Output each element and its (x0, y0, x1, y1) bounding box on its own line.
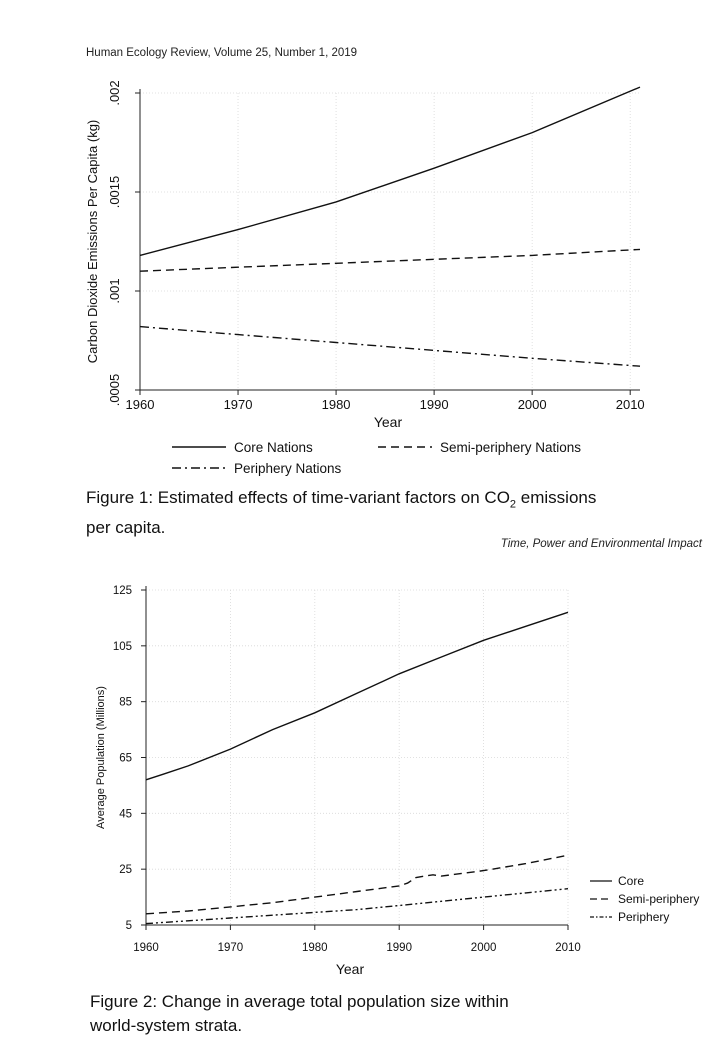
chart2-series-semi-periphery (145, 854, 569, 915)
chart2-x-tick-label: 1970 (218, 942, 244, 954)
chart2-y-tick-label: 125 (113, 585, 132, 597)
caption2-line2: world-system strata. (90, 1016, 243, 1035)
chart2-y-tick-label: 25 (119, 864, 132, 876)
chart1-series-periphery-nations (139, 325, 641, 367)
chart1-series-core-nations (139, 86, 641, 257)
chart1-y-axis-label: Carbon Dioxide Emissions Per Capita (kg) (85, 120, 100, 363)
chart1-y-tick-label: .0005 (107, 374, 122, 407)
chart2-legend-label: Periphery (618, 910, 669, 924)
chart1-x-tick-label: 2010 (616, 397, 645, 412)
chart1-x-tick-label: 1980 (322, 397, 351, 412)
caption1-main: Figure 1: Estimated effects of time-vari… (86, 488, 510, 507)
chart2-y-tick-label: 45 (119, 808, 132, 820)
chart1-x-axis-label: Year (374, 414, 403, 430)
chart1-y-tick-label: .0015 (107, 176, 122, 209)
chart2-x-axis-label: Year (336, 961, 365, 977)
chart1-legend-label: Semi-periphery Nations (440, 440, 581, 455)
chart2-y-axis-label: Average Population (Millions) (95, 686, 107, 829)
caption1-subscript: 2 (509, 498, 517, 511)
chart2-legend-label: Semi-periphery (618, 892, 699, 906)
chart2-x-tick-label: 2010 (555, 942, 581, 954)
chart1-legend-label: Periphery Nations (234, 461, 342, 476)
chart1-y-tick-label: .002 (107, 80, 122, 105)
caption1-line2: per capita. (86, 518, 166, 538)
chart2-y-tick-label: 85 (119, 697, 132, 709)
chart2-series-core (145, 611, 569, 781)
chart1-x-tick-label: 2000 (518, 397, 547, 412)
chart2-x-tick-label: 1990 (386, 942, 412, 954)
running-title: Time, Power and Environmental Impact (500, 538, 702, 550)
chart1-series-semi-periphery-nations (139, 248, 641, 272)
chart2-y-tick-label: 5 (126, 920, 132, 932)
caption2-line1: Figure 2: Change in average total popula… (90, 992, 509, 1011)
figure2-caption: Figure 2: Change in average total popula… (90, 990, 650, 1038)
caption1-tail: emissions (516, 488, 597, 507)
chart2-y-tick-label: 105 (113, 641, 132, 653)
chart2-series-periphery (145, 888, 569, 925)
chart1-x-tick-label: 1970 (224, 397, 253, 412)
chart2-legend-label: Core (618, 874, 644, 888)
figure1-caption: Figure 1: Estimated effects of time-vari… (86, 486, 646, 540)
chart1-x-tick-label: 1990 (420, 397, 449, 412)
chart1-legend-label: Core Nations (234, 440, 313, 455)
chart2-x-tick-label: 1980 (302, 942, 328, 954)
chart1-x-tick-label: 1960 (126, 397, 155, 412)
chart1-y-tick-label: .001 (107, 278, 122, 303)
chart2-x-tick-label: 2000 (471, 942, 497, 954)
chart2-x-tick-label: 1960 (133, 942, 159, 954)
journal-header: Human Ecology Review, Volume 25, Number … (86, 47, 358, 59)
chart2-y-tick-label: 65 (119, 753, 132, 765)
